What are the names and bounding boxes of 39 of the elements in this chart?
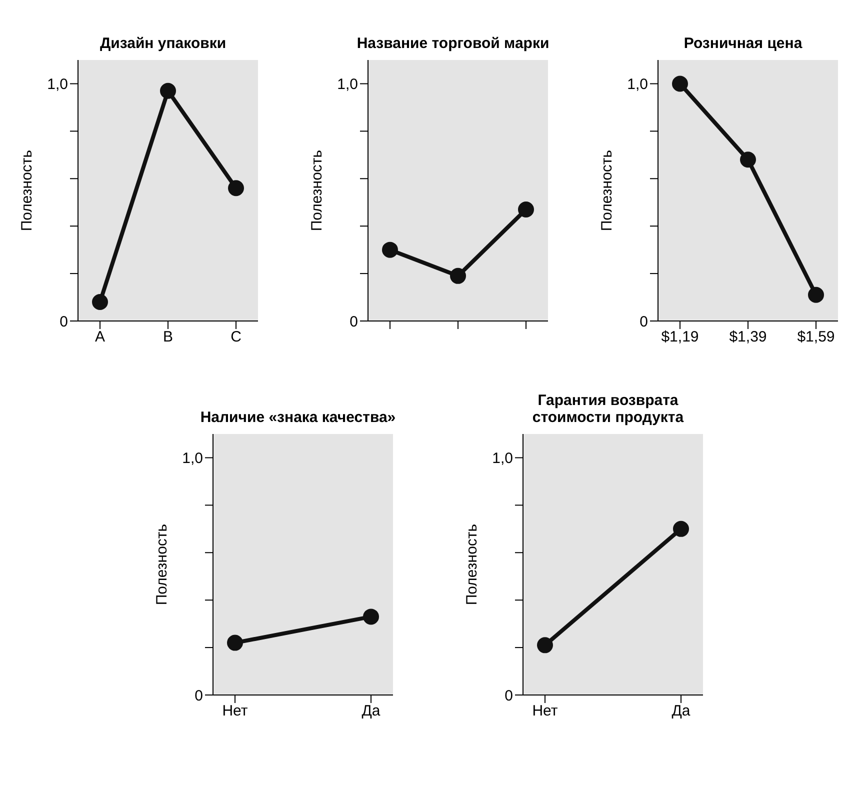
point <box>740 152 756 168</box>
y-axis-title: Полезность <box>463 524 480 606</box>
x-tick-label: Да <box>362 702 381 720</box>
y-tick-label: 1,0 <box>47 76 68 94</box>
x-tick-label: $1,19 <box>661 328 699 346</box>
y-axis-title: Полезность <box>18 150 36 232</box>
chart-title: Гарантия возврата стоимости продукта <box>531 392 685 426</box>
y-tick-label: 0 <box>194 687 203 704</box>
point <box>808 286 824 303</box>
y-tick-label: 1,0 <box>182 450 203 468</box>
chart-title: Наличие «знака качества» <box>199 409 397 426</box>
y-tick-label: 0 <box>350 313 358 330</box>
point <box>450 268 466 284</box>
x-tick-label: Да <box>672 702 691 720</box>
y-axis-title: Полезность <box>153 524 170 606</box>
point <box>228 180 244 196</box>
y-tick-label: 0 <box>60 313 68 330</box>
x-tick-label: $1,59 <box>797 328 835 346</box>
point <box>160 82 176 99</box>
y-axis-title: Полезность <box>308 150 326 232</box>
x-tick-label: B <box>162 328 174 346</box>
point <box>382 242 398 258</box>
y-tick-label: 1,0 <box>492 450 513 468</box>
x-tick-label: $1,39 <box>729 328 767 346</box>
y-axis-title: Полезность <box>598 150 616 232</box>
y-tick-label: 1,0 <box>627 76 648 94</box>
y-tick-label: 0 <box>640 313 648 330</box>
y-tick-label: 1,0 <box>337 76 358 94</box>
x-tick-label: C <box>230 328 242 346</box>
x-tick-label: Нет <box>532 702 558 720</box>
x-tick-label: A <box>94 328 106 346</box>
chart-title: Название торговой марки <box>356 35 550 52</box>
point <box>92 294 108 310</box>
chart-title: Розничная цена <box>682 35 804 52</box>
chart-title: Дизайн упаковки <box>98 35 228 52</box>
y-tick-label: 0 <box>504 687 513 704</box>
point <box>518 201 534 218</box>
point <box>672 76 688 92</box>
x-tick-label: Нет <box>222 702 248 720</box>
